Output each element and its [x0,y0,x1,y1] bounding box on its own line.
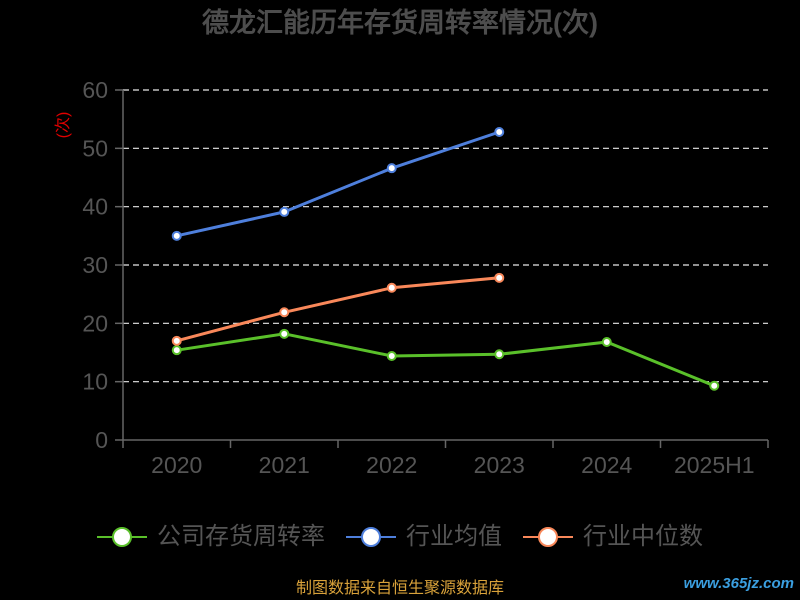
data-point-industry-median[interactable] [279,307,290,318]
chart-legend: 公司存货周转率 行业均值 行业中位数 [0,522,800,552]
x-tick-label: 2023 [474,452,525,478]
y-tick-label: 40 [82,194,108,220]
y-tick-label: 10 [82,369,108,395]
data-point-industry-mean[interactable] [171,230,182,241]
series-line-industry-mean [175,130,501,238]
x-tick-label: 2021 [259,452,310,478]
data-point-company-turnover[interactable] [709,380,720,391]
data-point-company-turnover[interactable] [279,328,290,339]
legend-item-industry-median[interactable]: 行业中位数 [523,522,703,552]
data-point-company-turnover[interactable] [601,337,612,347]
x-tick-label: 2025H1 [674,452,755,478]
data-point-industry-median[interactable] [386,282,397,293]
legend-label-industry-median: 行业中位数 [583,523,703,550]
data-source-note: 制图数据来自恒生聚源数据库 [295,580,504,597]
legend-marker-company-turnover [97,527,147,547]
data-point-company-turnover[interactable] [171,345,182,356]
y-tick-label: 50 [82,135,108,161]
x-tick-label: 2022 [366,452,417,478]
data-point-industry-mean[interactable] [494,127,505,137]
legend-item-industry-mean[interactable]: 行业均值 [346,522,502,552]
legend-label-industry-mean: 行业均值 [406,523,502,550]
x-tick-label: 2024 [581,452,632,478]
legend-marker-industry-mean [346,527,396,547]
y-tick-label: 60 [82,77,108,103]
chart-title: 德龙汇能历年存货周转率情况(次) [202,8,598,38]
data-point-company-turnover[interactable] [494,349,505,360]
data-point-company-turnover[interactable] [386,351,397,361]
y-tick-label: 0 [95,427,108,453]
data-point-industry-median[interactable] [171,335,182,346]
x-tick-label: 2020 [151,452,202,478]
legend-marker-industry-median [523,527,573,547]
data-point-industry-mean[interactable] [279,206,290,217]
series-line-industry-median [175,276,501,343]
legend-item-company-turnover[interactable]: 公司存货周转率 [97,522,325,552]
y-axis-name: (次) [54,112,72,139]
series-line-company-turnover [175,332,716,388]
legend-label-company-turnover: 公司存货周转率 [157,523,325,550]
y-tick-label: 30 [82,252,108,278]
data-point-industry-mean[interactable] [386,163,397,174]
site-watermark: www.365jz.com [683,575,794,592]
y-tick-label: 20 [82,310,108,336]
data-point-industry-median[interactable] [494,272,505,283]
